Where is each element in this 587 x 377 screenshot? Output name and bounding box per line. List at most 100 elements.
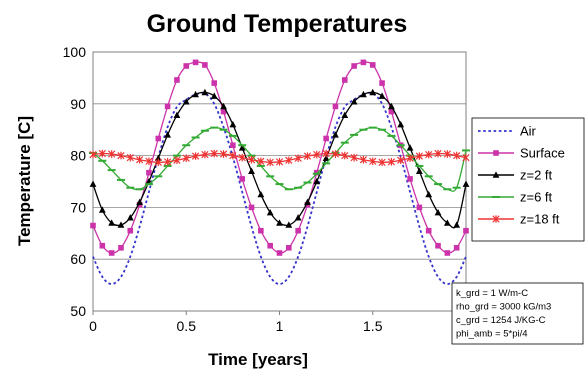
x-tick-label: 0 bbox=[89, 318, 97, 334]
legend-item-z-6-ft: z=6 ft bbox=[478, 190, 553, 205]
square-marker bbox=[90, 222, 96, 229]
star-marker bbox=[434, 149, 442, 158]
star-marker bbox=[350, 153, 358, 162]
y-tick-label: 80 bbox=[70, 148, 86, 164]
triangle-marker bbox=[154, 154, 162, 161]
triangle-marker bbox=[257, 190, 265, 198]
square-marker bbox=[341, 77, 348, 83]
triangle-marker bbox=[117, 221, 125, 228]
star-marker bbox=[229, 151, 237, 160]
triangle-marker bbox=[98, 206, 106, 213]
star-marker bbox=[117, 151, 125, 160]
star-marker bbox=[108, 150, 116, 158]
star-marker bbox=[443, 150, 451, 158]
square-marker bbox=[164, 103, 171, 110]
legend-item-surface: Surface bbox=[478, 146, 565, 161]
star-marker bbox=[462, 153, 470, 162]
y-tick-label: 70 bbox=[70, 199, 86, 215]
square-marker bbox=[444, 250, 451, 256]
triangle-marker bbox=[182, 98, 190, 105]
square-marker bbox=[174, 77, 180, 83]
star-marker bbox=[154, 158, 162, 167]
y-tick-label: 50 bbox=[70, 303, 86, 319]
series-line-air bbox=[92, 91, 467, 285]
star-marker bbox=[313, 150, 321, 159]
triangle-marker bbox=[201, 88, 209, 96]
parameter-note-box bbox=[451, 282, 584, 345]
triangle-marker bbox=[304, 198, 311, 206]
star-marker bbox=[126, 153, 134, 162]
triangle-marker bbox=[164, 131, 171, 138]
y-axis-ticks: 50 60 70 80 90 100 bbox=[63, 44, 87, 319]
triangle-marker bbox=[415, 167, 423, 174]
parameter-note: k_grd = 1 W/m-C rho_grd = 3000 kG/m3 c_grd… bbox=[451, 282, 584, 345]
x-tick-label: 1 bbox=[276, 318, 284, 334]
series-air bbox=[92, 91, 467, 285]
square-marker bbox=[230, 142, 236, 149]
y-tick-label: 90 bbox=[70, 96, 86, 112]
parameter-note-line: phi_amb = 5*pi/4 bbox=[456, 329, 528, 340]
star-marker bbox=[182, 154, 190, 162]
square-marker bbox=[258, 227, 264, 234]
star-marker bbox=[163, 158, 172, 166]
triangle-marker bbox=[322, 154, 330, 161]
triangle-marker bbox=[313, 177, 321, 185]
star-marker bbox=[257, 157, 265, 166]
star-marker bbox=[294, 154, 302, 162]
triangle-marker bbox=[341, 111, 349, 118]
triangle-marker bbox=[229, 120, 237, 128]
series-layer bbox=[89, 59, 470, 285]
star-marker bbox=[173, 156, 181, 165]
star-marker bbox=[191, 152, 200, 160]
y-tick-label: 100 bbox=[63, 44, 87, 60]
triangle-marker bbox=[350, 98, 358, 105]
triangle-marker bbox=[276, 219, 283, 226]
square-marker bbox=[351, 63, 357, 69]
triangle-marker bbox=[332, 131, 339, 138]
square-marker bbox=[314, 169, 320, 176]
square-marker bbox=[155, 135, 162, 142]
triangle-marker bbox=[492, 171, 500, 178]
star-marker bbox=[89, 150, 97, 159]
triangle-marker bbox=[238, 144, 246, 151]
triangle-marker bbox=[220, 102, 227, 110]
triangle-marker bbox=[378, 92, 386, 99]
star-marker bbox=[359, 155, 368, 164]
square-marker bbox=[332, 103, 339, 110]
square-marker bbox=[369, 62, 376, 68]
star-marker bbox=[369, 157, 377, 166]
legend-item-air: Air bbox=[478, 124, 537, 139]
square-marker bbox=[202, 62, 208, 68]
parameter-note-line: rho_grd = 3000 kG/m3 bbox=[456, 302, 551, 313]
square-marker bbox=[267, 242, 273, 249]
square-marker bbox=[379, 80, 385, 86]
star-marker bbox=[201, 150, 209, 159]
square-marker bbox=[453, 245, 460, 251]
star-marker bbox=[387, 158, 396, 166]
square-marker bbox=[276, 250, 283, 256]
star-marker bbox=[406, 154, 414, 162]
square-marker bbox=[118, 245, 124, 251]
triangle-marker bbox=[360, 90, 367, 98]
square-marker bbox=[286, 245, 292, 251]
square-marker bbox=[407, 176, 413, 182]
triangle-marker bbox=[397, 120, 405, 128]
star-marker bbox=[322, 149, 330, 158]
square-marker bbox=[248, 204, 255, 211]
triangle-marker bbox=[266, 208, 274, 216]
square-marker bbox=[416, 204, 423, 211]
x-axis-title: Time [years] bbox=[208, 350, 308, 369]
star-marker bbox=[136, 155, 144, 164]
series-surface bbox=[90, 59, 469, 256]
triangle-marker bbox=[462, 180, 470, 187]
triangle-marker bbox=[388, 102, 395, 110]
x-tick-label: 1.5 bbox=[363, 318, 383, 334]
triangle-marker bbox=[248, 167, 255, 174]
square-marker bbox=[435, 242, 441, 249]
square-marker bbox=[239, 176, 245, 182]
star-marker bbox=[415, 152, 423, 160]
square-marker bbox=[146, 169, 152, 176]
x-tick-label: 0.5 bbox=[177, 318, 197, 334]
